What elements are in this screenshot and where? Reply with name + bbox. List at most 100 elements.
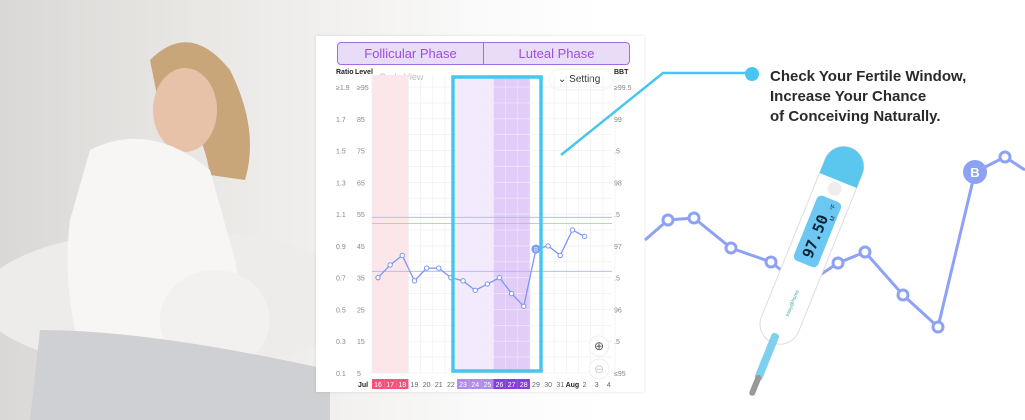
day-badge: [457, 379, 470, 389]
x-tick-label: 19: [411, 382, 419, 389]
level-tick-label: 65: [357, 180, 365, 187]
ratio-tick-label: 0.3: [336, 339, 346, 346]
level-axis-label: Level: [355, 69, 373, 76]
day-badge: [384, 379, 397, 389]
day-badge: [505, 379, 518, 389]
zoom-in-button[interactable]: [588, 335, 610, 357]
woman-illustration: [0, 42, 360, 420]
ratio-tick-label: 0.1: [336, 371, 346, 378]
day-badge: [469, 379, 482, 389]
day-badge: [372, 379, 385, 389]
day-badge: [493, 379, 506, 389]
tab-follicular-phase[interactable]: Follicular Phase: [338, 43, 484, 64]
headline-line-2: Increase Your Chance: [770, 88, 927, 105]
day-badge: [517, 379, 530, 389]
x-tick-label: 18: [398, 382, 406, 389]
x-tick-label: 3: [595, 382, 599, 389]
ratio-tick-label: 1.5: [336, 149, 346, 156]
level-tick-label: 55: [357, 212, 365, 219]
ratio-tick-label: 0.5: [336, 307, 346, 314]
data-point: [472, 287, 478, 294]
level-tick-label: 5: [357, 371, 361, 378]
x-tick-label: Aug: [566, 382, 580, 389]
chevron-down-icon: ⌄: [558, 74, 570, 85]
x-tick-label: 16: [374, 382, 382, 389]
ratio-tick-label: 0.7: [336, 276, 346, 283]
ratio-tick-label: 1.3: [336, 180, 346, 187]
ovulation-marker-decor: [963, 160, 987, 184]
headline-line-3: of Conceiving Naturally.: [770, 108, 941, 125]
bbt-tick-label: 96: [614, 307, 622, 314]
data-point: [460, 278, 466, 284]
data-point: [521, 303, 527, 309]
zoom-out-button[interactable]: [588, 358, 610, 380]
x-tick-label: 29: [532, 382, 540, 389]
bbt-tick-label: ≥99.5: [614, 85, 632, 92]
data-point: [496, 274, 503, 281]
ovulation-marker-label: B: [534, 248, 538, 254]
x-tick-label: 27: [508, 382, 516, 389]
level-tick-label: 15: [357, 339, 365, 346]
zoom-in-icon: ⊕: [594, 339, 604, 353]
level-tick-label: 85: [357, 117, 365, 124]
data-point: [423, 265, 430, 271]
data-point: [508, 290, 515, 297]
decor-marker-label: B: [970, 165, 979, 180]
bbt-tick-label: .5: [614, 149, 620, 156]
level-tick-label: 25: [357, 307, 365, 314]
setting-button[interactable]: ⌄ Setting: [550, 70, 612, 89]
data-point: [557, 252, 563, 259]
x-tick-label: 20: [423, 382, 431, 389]
bbt-tick-label: .5: [614, 276, 620, 283]
x-tick-label: 31: [556, 382, 564, 389]
data-point: [375, 274, 381, 281]
level-tick-label: 75: [357, 149, 365, 156]
thermometer-unit: °F: [830, 203, 838, 211]
thermometer-image: 97.50 °F M easy@home: [749, 146, 865, 396]
level-tick-label: 35: [357, 276, 365, 283]
x-tick-label: 28: [520, 382, 528, 389]
ratio-axis-label: Ratio: [336, 69, 354, 76]
data-point: [581, 233, 588, 240]
x-tick-label: 2: [583, 382, 587, 389]
day-badge: [396, 379, 409, 389]
data-point: [569, 227, 576, 233]
data-point: [545, 243, 551, 249]
bbt-tick-label: 99: [614, 117, 622, 124]
data-point: [387, 262, 393, 268]
bbt-tick-label: 98: [614, 180, 622, 187]
ratio-tick-label: 1.1: [336, 212, 346, 219]
tab-luteal-phase[interactable]: Luteal Phase: [518, 46, 595, 61]
x-tick-label: 26: [496, 382, 504, 389]
x-tick-label: 25: [483, 382, 491, 389]
x-tick-label: 23: [459, 382, 467, 389]
phase-tabs: Follicular Phase Luteal Phase: [337, 42, 630, 65]
x-month-label: Jul: [358, 382, 368, 389]
bbt-tick-label: ≤95: [614, 371, 626, 378]
callout-line: [560, 71, 752, 156]
bbt-tick-label: 97: [614, 244, 622, 251]
level-tick-label: 45: [357, 244, 365, 251]
x-tick-label: 21: [435, 382, 443, 389]
data-point: [399, 252, 405, 259]
bbt-tick-label: .5: [614, 339, 620, 346]
x-tick-label: 17: [386, 382, 394, 389]
callout-dot: [745, 67, 759, 81]
day-badge: [481, 379, 494, 389]
ratio-tick-label: ≥1.9: [336, 85, 350, 92]
ovulation-marker[interactable]: [531, 244, 541, 254]
x-tick-label: 30: [544, 382, 552, 389]
fertile-window-highlight: [451, 75, 543, 373]
bbt-axis-label: BBT: [614, 69, 629, 76]
x-tick-label: 24: [471, 382, 479, 389]
bbt-tick-label: .5: [614, 212, 620, 219]
data-point: [411, 278, 418, 284]
x-tick-label: 22: [447, 382, 455, 389]
data-point: [484, 281, 491, 287]
setting-label: Setting: [569, 74, 601, 85]
headline: Check Your Fertile Window, Increase Your…: [770, 67, 966, 127]
data-point: [436, 265, 442, 271]
thermometer-mode: M: [830, 216, 837, 223]
